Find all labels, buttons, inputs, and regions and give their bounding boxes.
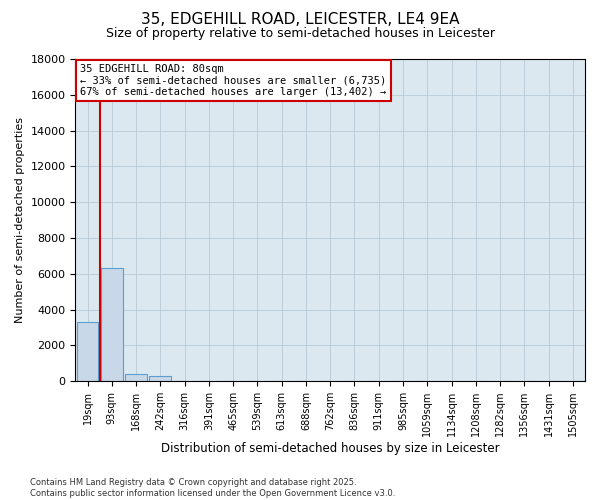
- Bar: [149, 376, 171, 381]
- Text: 35 EDGEHILL ROAD: 80sqm
← 33% of semi-detached houses are smaller (6,735)
67% of: 35 EDGEHILL ROAD: 80sqm ← 33% of semi-de…: [80, 64, 387, 97]
- Text: Size of property relative to semi-detached houses in Leicester: Size of property relative to semi-detach…: [106, 28, 494, 40]
- Text: Contains HM Land Registry data © Crown copyright and database right 2025.
Contai: Contains HM Land Registry data © Crown c…: [30, 478, 395, 498]
- Bar: [77, 322, 98, 381]
- Text: 35, EDGEHILL ROAD, LEICESTER, LE4 9EA: 35, EDGEHILL ROAD, LEICESTER, LE4 9EA: [141, 12, 459, 28]
- Y-axis label: Number of semi-detached properties: Number of semi-detached properties: [15, 117, 25, 323]
- Bar: [125, 374, 147, 381]
- Bar: [101, 268, 123, 381]
- X-axis label: Distribution of semi-detached houses by size in Leicester: Distribution of semi-detached houses by …: [161, 442, 500, 455]
